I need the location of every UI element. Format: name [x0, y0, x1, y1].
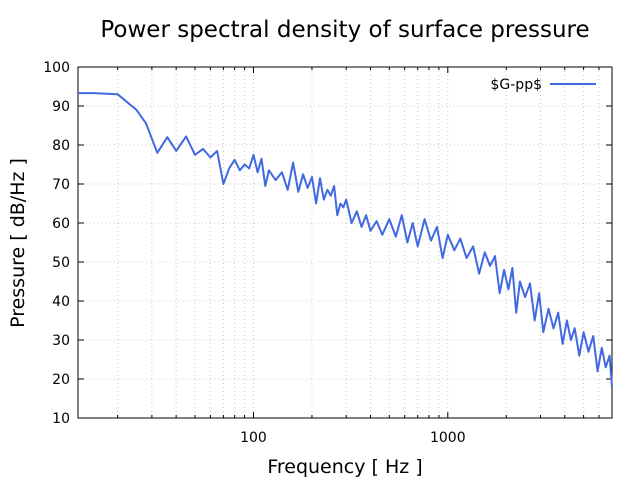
series-layer	[78, 92, 613, 387]
y-axis-label: Pressure [ dB/Hz ]	[7, 158, 29, 328]
series-line	[78, 92, 613, 387]
y-tick-label: 80	[52, 138, 70, 154]
legend-label: $G-pp$	[491, 77, 543, 93]
y-tick-labels: 10 20 30 40 50 60 70 80 90 100	[43, 60, 70, 427]
axis-ticks	[78, 66, 612, 419]
x-tick-label: 100	[240, 430, 267, 446]
x-tick-label: 1000	[430, 430, 466, 446]
chart-title: Power spectral density of surface pressu…	[100, 17, 589, 43]
x-axis-label: Frequency [ Hz ]	[267, 456, 422, 478]
y-tick-label: 10	[52, 411, 70, 427]
y-tick-label: 70	[52, 177, 70, 193]
y-tick-label: 90	[52, 99, 70, 115]
y-tick-label: 40	[52, 294, 70, 310]
y-tick-label: 100	[43, 60, 70, 76]
y-tick-label: 20	[52, 372, 70, 388]
grid	[78, 67, 612, 418]
x-tick-labels: 100 1000	[240, 430, 465, 446]
legend: $G-pp$	[491, 77, 596, 93]
plot-frame	[77, 66, 613, 419]
y-tick-label: 60	[52, 216, 70, 232]
y-tick-label: 30	[52, 333, 70, 349]
y-tick-label: 50	[52, 255, 70, 271]
